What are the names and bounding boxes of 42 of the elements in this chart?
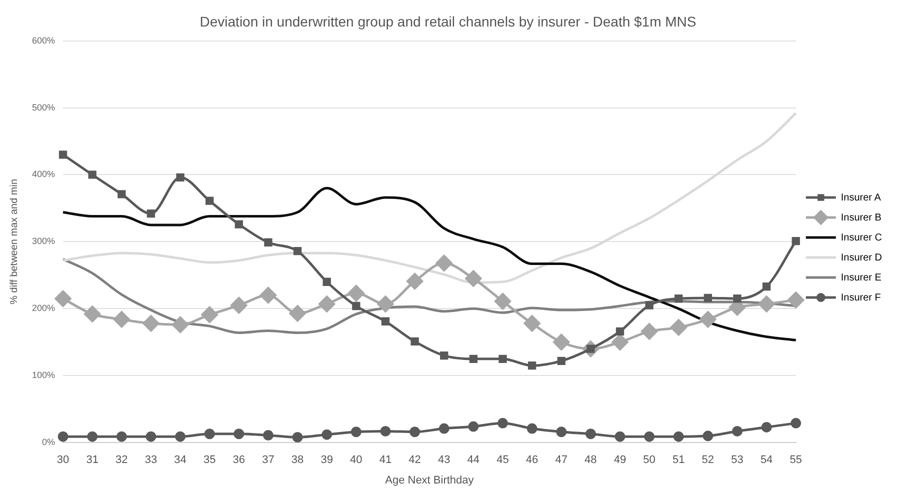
legend-label: Insurer B [840, 212, 882, 224]
y-tick-label: 200% [32, 303, 56, 314]
x-tick-label: 45 [496, 454, 509, 466]
y-tick-label: 400% [32, 169, 56, 180]
x-tick-label: 42 [408, 454, 421, 466]
x-tick-label: 40 [350, 454, 362, 466]
y-tick-label: 0% [42, 437, 56, 448]
legend-label: Insurer F [840, 292, 881, 304]
x-tick-label: 43 [438, 454, 450, 466]
chart-title: Deviation in underwritten group and retail channels by insurer - Death $1m MNS [200, 13, 696, 30]
x-tick-label: 32 [116, 454, 128, 466]
x-tick-label: 39 [320, 454, 333, 466]
x-tick-label: 46 [526, 454, 538, 466]
x-tick-label: 55 [790, 454, 802, 466]
x-tick-label: 50 [643, 454, 656, 466]
y-tick-label: 300% [32, 236, 56, 246]
x-tick-label: 34 [174, 454, 186, 466]
x-tick-label: 48 [584, 454, 597, 466]
y-tick-label: 500% [32, 102, 56, 112]
x-tick-label: 37 [262, 454, 274, 466]
x-axis-title: Age Next Birthday [385, 474, 474, 486]
x-tick-label: 33 [144, 454, 158, 466]
y-tick-label: 600% [32, 35, 56, 46]
legend-label: Insurer D [840, 252, 882, 264]
x-tick-label: 30 [56, 454, 70, 466]
legend-label: Insurer A [840, 192, 882, 204]
legend-label: Insurer E [840, 272, 882, 284]
x-tick-label: 36 [232, 454, 246, 466]
x-tick-label: 41 [379, 454, 392, 466]
y-tick-label: 100% [32, 370, 56, 380]
x-tick-label: 35 [203, 454, 216, 466]
x-tick-label: 44 [467, 454, 480, 466]
x-tick-label: 47 [555, 454, 568, 466]
x-tick-label: 49 [614, 454, 626, 466]
x-tick-label: 54 [760, 454, 773, 466]
x-tick-label: 52 [702, 454, 714, 466]
y-axis-title: % diff between max and min [8, 178, 20, 304]
x-tick-label: 38 [291, 454, 304, 466]
x-tick-label: 51 [672, 454, 685, 466]
legend-label: Insurer C [840, 232, 882, 244]
x-tick-label: 53 [731, 454, 744, 466]
x-tick-label: 31 [86, 454, 98, 466]
